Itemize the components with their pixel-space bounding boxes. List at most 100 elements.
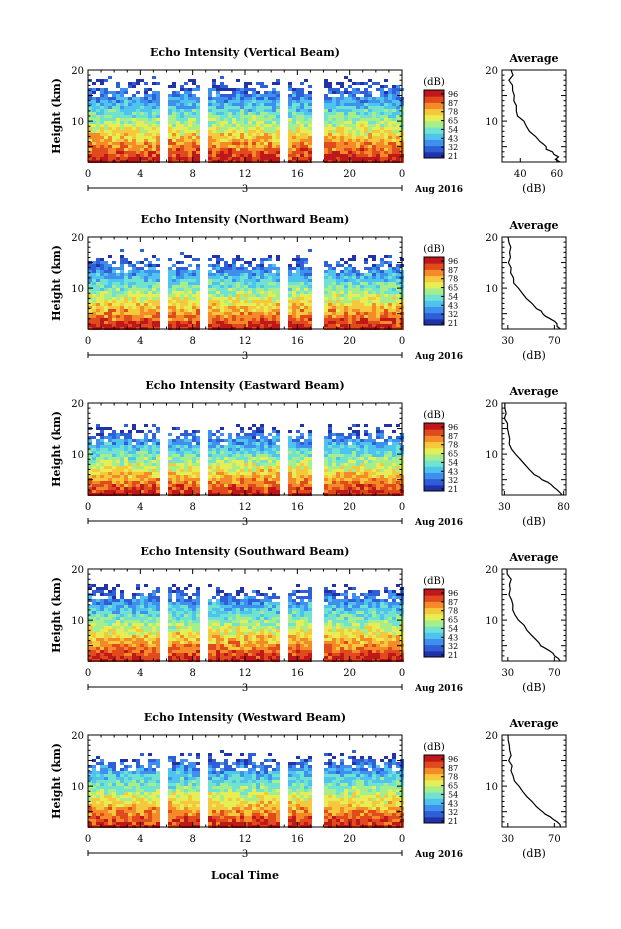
heatmap-cell [192,154,196,157]
heatmap-cell [264,451,268,454]
heatmap-cell [184,100,188,103]
heatmap-cell [344,139,348,142]
heatmap-cell [140,481,144,484]
heatmap-cell [336,285,340,288]
heatmap-cell [352,97,356,100]
heatmap-cell [272,463,276,466]
heatmap-cell [244,442,248,445]
heatmap-cell [172,121,176,124]
heatmap-cell [264,91,268,94]
heatmap-cell [228,264,232,267]
heatmap-cell [368,130,372,133]
heatmap-cell [136,285,140,288]
heatmap-cell [352,433,356,436]
heatmap-cell [392,91,396,94]
heatmap-cell [224,324,228,327]
heatmap-cell [336,321,340,324]
heatmap-cell [216,282,220,285]
heatmap-cell [152,472,156,475]
heatmap-cell [276,445,280,448]
heatmap-cell [140,306,144,309]
heatmap-cell [128,100,132,103]
heatmap-cell [112,442,116,445]
heatmap-cell [352,424,356,427]
heatmap-cell [120,475,124,478]
heatmap-cell [264,282,268,285]
heatmap-cell [256,433,260,436]
heatmap-cell [392,103,396,106]
heatmap-cell [368,303,372,306]
heatmap-cell [276,97,280,100]
heatmap-cell [276,145,280,148]
heatmap-cell [300,139,304,142]
heatmap-cell [396,460,400,463]
heatmap-cell [244,145,248,148]
heatmap-cell [112,115,116,118]
heatmap-cell [112,481,116,484]
heatmap-cell [304,291,308,294]
heatmap-cell [112,445,116,448]
heatmap-cell [196,106,200,109]
heatmap-cell [360,451,364,454]
heatmap-cell [148,312,152,315]
heatmap-cell [352,321,356,324]
heatmap-cell [256,300,260,303]
heatmap-cell [140,151,144,154]
heatmap-cell [248,321,252,324]
heatmap-cell [188,294,192,297]
heatmap-cell [392,88,396,91]
heatmap-cell [304,94,308,97]
heatmap-cell [144,139,148,142]
heatmap-cell [148,291,152,294]
heatmap-cell [368,321,372,324]
heatmap-cell [304,478,308,481]
heatmap-cell [252,463,256,466]
heatmap-cell [168,487,172,490]
heatmap-cell [108,142,112,145]
heatmap-cell [212,88,216,91]
heatmap-cell [104,157,108,160]
heatmap-cell [340,85,344,88]
heatmap-cell [192,94,196,97]
heatmap-cell [332,273,336,276]
heatmap-cell [328,442,332,445]
heatmap-cell [192,324,196,327]
heatmap-cell [116,454,120,457]
heatmap-cell [264,460,268,463]
heatmap-cell [348,439,352,442]
heatmap-cell [332,88,336,91]
heatmap-cell [188,112,192,115]
heatmap-cell [368,151,372,154]
heatmap-cell [356,315,360,318]
heatmap-cell [360,279,364,282]
heatmap-cell [196,457,200,460]
heatmap-cell [272,288,276,291]
heatmap-cell [224,312,228,315]
heatmap-cell [132,315,136,318]
heatmap-cell [368,433,372,436]
heatmap-cell [128,291,132,294]
heatmap-cell [172,303,176,306]
heatmap-cell [356,97,360,100]
heatmap-cell [172,315,176,318]
heatmap-cell [192,300,196,303]
heatmap-cell [108,436,112,439]
heatmap-cell [184,255,188,258]
heatmap-cell [232,463,236,466]
heatmap-cell [348,136,352,139]
heatmap-cell [240,264,244,267]
heatmap-cell [228,97,232,100]
heatmap-cell [360,309,364,312]
heatmap-cell [376,457,380,460]
heatmap-cell [148,288,152,291]
heatmap-cell [180,97,184,100]
heatmap-cell [124,484,128,487]
heatmap-cell [380,103,384,106]
heatmap-cell [88,439,92,442]
heatmap-cell [260,270,264,273]
heatmap-cell [384,136,388,139]
heatmap-cell [180,151,184,154]
heatmap-cell [276,478,280,481]
heatmap-cell [272,312,276,315]
heatmap-cell [124,285,128,288]
